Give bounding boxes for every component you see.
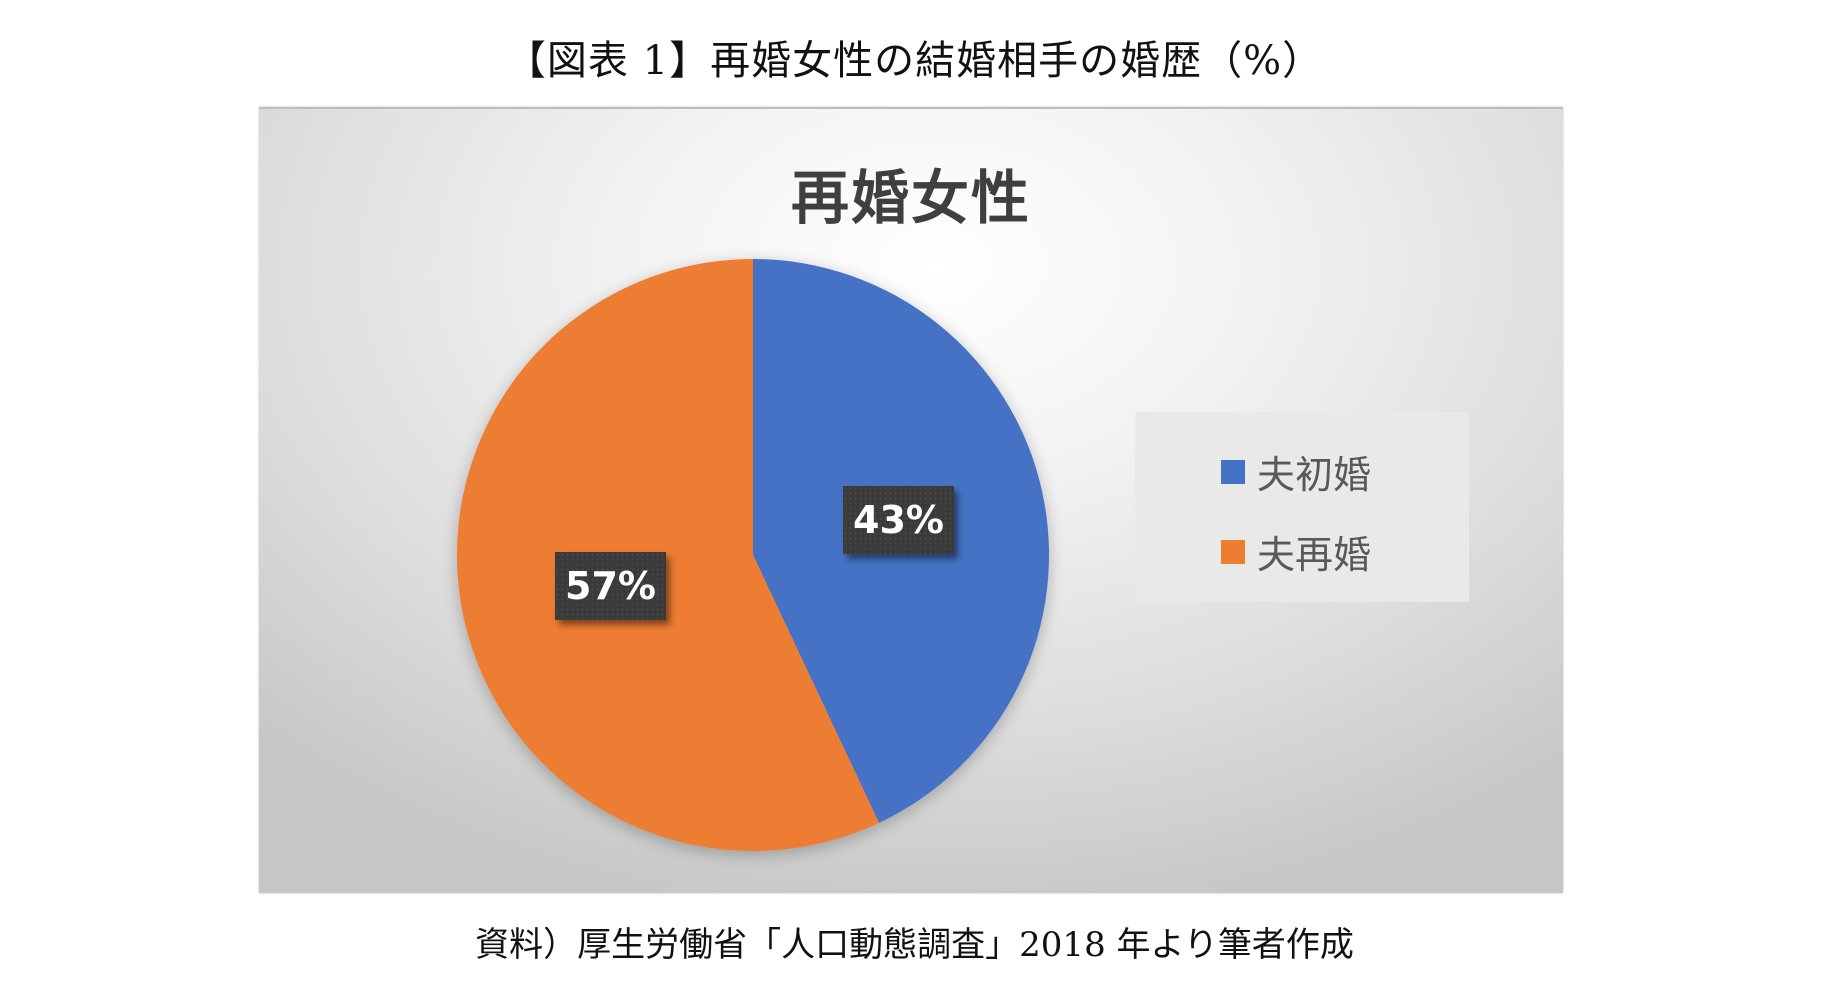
legend-swatch-blue-icon	[1221, 459, 1245, 484]
legend: 夫初婚 夫再婚	[1135, 412, 1469, 602]
pie-slice-husband-remarriage	[457, 259, 880, 851]
data-label-husband-first-marriage: 43%	[843, 486, 954, 554]
legend-item-husband-remarriage: 夫再婚	[1221, 524, 1371, 579]
data-label-husband-remarriage: 57%	[555, 552, 666, 620]
chart-title: 再婚女性	[790, 164, 1031, 232]
source-note: 資料）厚生労働省「人口動態調査」2018 年より筆者作成	[475, 925, 1354, 965]
legend-label: 夫再婚	[1257, 533, 1372, 577]
figure-title: 【図表 1】再婚女性の結婚相手の婚歴（%）	[505, 38, 1324, 84]
legend-swatch-orange-icon	[1221, 539, 1245, 564]
legend-label: 夫初婚	[1257, 453, 1372, 497]
chart-area: 再婚女性 43% 57% 夫初婚 夫再婚	[259, 107, 1563, 893]
legend-item-husband-first-marriage: 夫初婚	[1221, 444, 1371, 499]
